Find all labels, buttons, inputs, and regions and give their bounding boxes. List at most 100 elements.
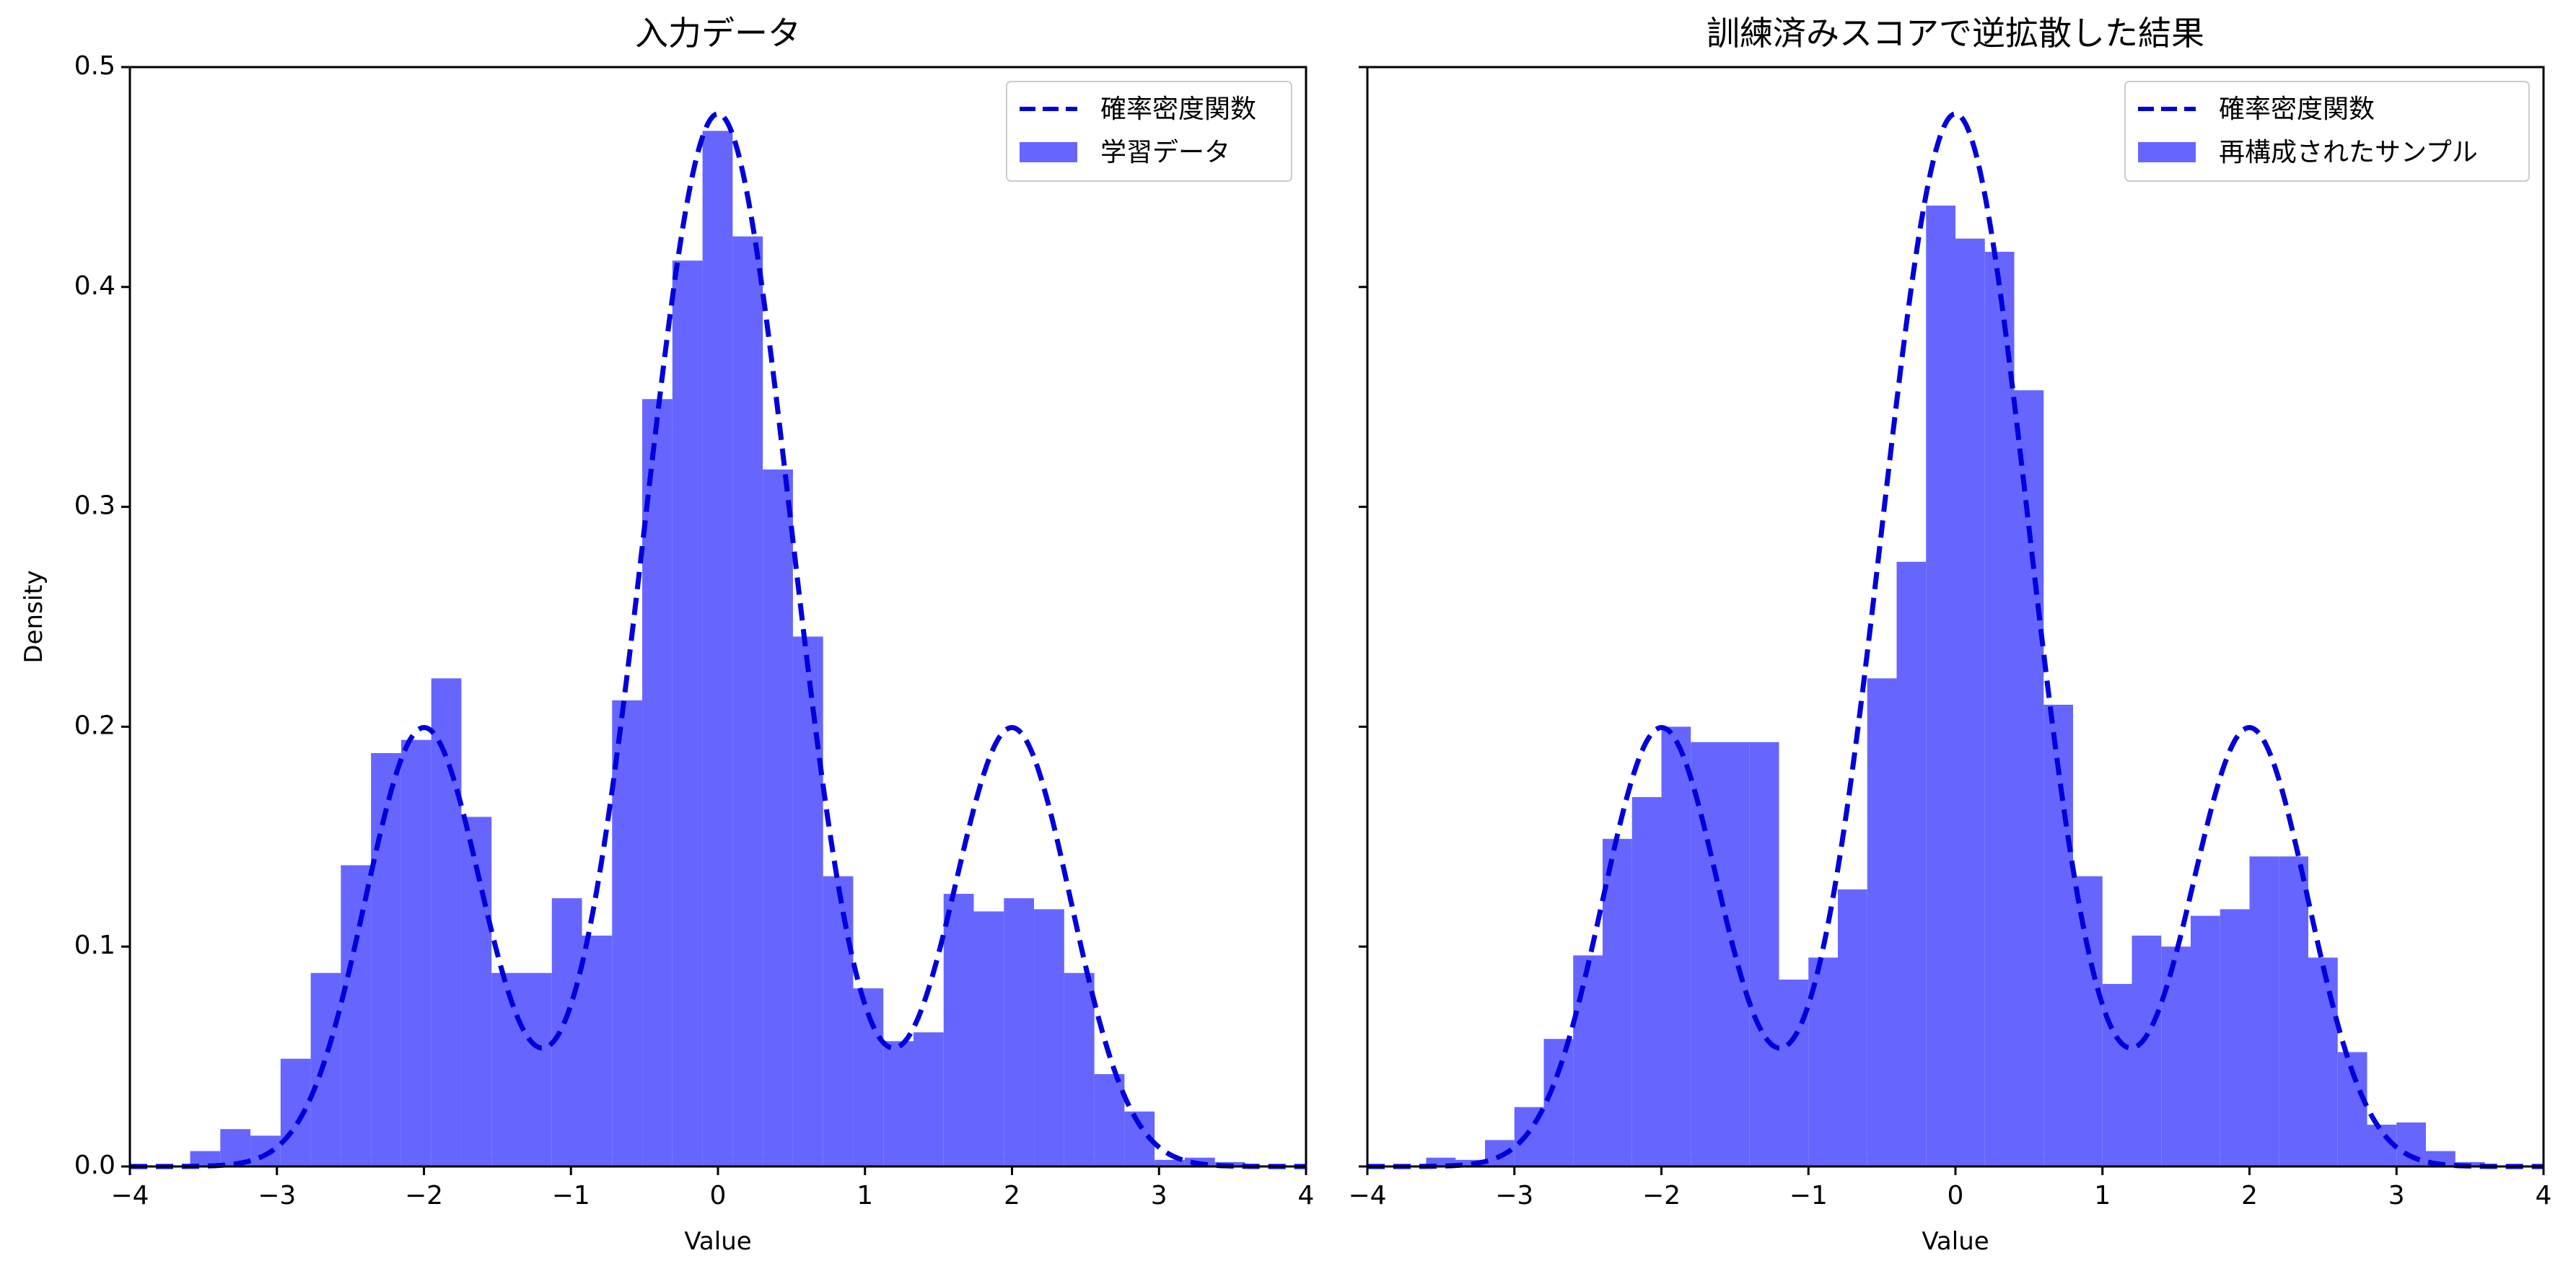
histogram-bar [2161, 946, 2191, 1166]
legend-box [2124, 81, 2530, 182]
x-tick-label: −4 [110, 1181, 149, 1210]
histogram-bar [341, 865, 372, 1166]
histogram-bar [943, 894, 974, 1166]
histogram-bar [310, 972, 341, 1166]
x-tick-label: −4 [1348, 1181, 1386, 1210]
x-axis-label: Value [1922, 1227, 1989, 1256]
legend-swatch-histogram [2138, 142, 2196, 162]
histogram-bar [1064, 972, 1095, 1166]
histogram-bar [190, 1151, 221, 1166]
histogram-bar [1779, 979, 1809, 1166]
histogram-bar [400, 739, 431, 1166]
histogram-bar [1573, 955, 1603, 1166]
histogram-bar [551, 898, 582, 1166]
histogram-bar [2279, 856, 2308, 1166]
histogram-bars [190, 131, 1245, 1167]
histogram-bar [582, 935, 613, 1166]
histogram-bar [1926, 206, 1955, 1167]
y-tick-label: 0.4 [74, 271, 115, 301]
histogram-bar [702, 131, 733, 1167]
y-tick-label: 0.0 [74, 1151, 115, 1180]
pdf-line [130, 111, 1306, 1169]
legend-label-pdf: 確率密度関数 [1100, 95, 1256, 124]
histogram-bar [1155, 1159, 1185, 1166]
x-tick-label: 1 [2094, 1181, 2111, 1210]
x-tick-label: 4 [1298, 1181, 1315, 1210]
legend-label-pdf: 確率密度関数 [2219, 95, 2375, 124]
x-axis-label: Value [684, 1227, 751, 1256]
histogram-bar [1004, 898, 1035, 1166]
x-tick-label: −3 [1495, 1181, 1533, 1210]
histogram-bar [2191, 915, 2220, 1166]
histogram-bar [1631, 796, 1662, 1166]
legend-swatch-histogram [1020, 142, 1077, 162]
histogram-bar [763, 469, 793, 1166]
histogram-bar [913, 1032, 944, 1166]
legend-label-histogram: 再構成されたサンプル [2219, 138, 2478, 167]
x-tick-label: −1 [552, 1181, 590, 1210]
x-axis-ticks: −4 −3 −2 −1 0 1 2 3 4 [110, 1166, 1314, 1210]
histogram-bar [431, 678, 462, 1166]
x-tick-label: 0 [1948, 1181, 1964, 1210]
histogram-bars [1426, 206, 2485, 1167]
subplot-title: 訓練済みスコアで逆拡散した結果 [1707, 14, 2204, 53]
x-tick-label: −2 [405, 1181, 443, 1210]
histogram-bar [1955, 238, 1985, 1166]
y-tick-label: 0.5 [74, 51, 115, 81]
histogram-bar [642, 399, 673, 1166]
histogram-bar [250, 1135, 281, 1166]
histogram-bar [1603, 838, 1632, 1166]
histogram-bar [2249, 856, 2279, 1166]
histogram-bar [1984, 252, 2015, 1167]
histogram-bar [732, 236, 763, 1166]
histogram-bar [1661, 726, 1691, 1166]
histogram-bar [1691, 742, 1720, 1166]
histogram-bar [2396, 1122, 2426, 1166]
x-axis-ticks: −4 −3 −2 −1 0 1 2 3 4 [1348, 1166, 2551, 1210]
x-tick-label: 3 [2388, 1181, 2405, 1210]
x-tick-label: −3 [258, 1181, 296, 1210]
histogram-bar [1838, 889, 1867, 1166]
x-tick-label: 1 [857, 1181, 873, 1210]
histogram-bar [792, 636, 823, 1166]
x-tick-label: 3 [1151, 1181, 1167, 1210]
histogram-bar [2132, 935, 2162, 1166]
y-tick-label: 0.2 [74, 711, 115, 740]
legend-box [1006, 81, 1292, 182]
histogram-bar [2102, 984, 2132, 1166]
y-axis-label: Density [19, 570, 48, 663]
legend: 確率密度関数 学習データ [1006, 81, 1292, 182]
histogram-bar [1867, 678, 1897, 1166]
y-tick-label: 0.1 [74, 931, 115, 960]
x-tick-label: 2 [2241, 1181, 2258, 1210]
x-tick-label: 0 [710, 1181, 727, 1210]
histogram-bar [521, 972, 552, 1166]
legend: 確率密度関数 再構成されたサンプル [2124, 81, 2530, 182]
histogram-bar [371, 752, 401, 1166]
x-tick-label: 2 [1004, 1181, 1020, 1210]
subplot-reconstructed-samples: −4 −3 −2 −1 0 1 2 3 4 訓練済みスコアで逆拡散した結果 Value 確率密度… [1348, 14, 2551, 1256]
histogram-bar [2308, 957, 2338, 1166]
histogram-bar [2220, 909, 2250, 1166]
histogram-bar [2073, 876, 2103, 1166]
x-tick-label: 4 [2536, 1181, 2552, 1210]
histogram-bar [883, 1041, 914, 1166]
histogram-bar [1749, 742, 1779, 1166]
histogram-bar [1034, 909, 1064, 1166]
histogram-bar [1543, 1039, 1574, 1166]
x-tick-label: −1 [1789, 1181, 1828, 1210]
histogram-bar [672, 260, 703, 1166]
subplot-input-data: −4 −3 −2 −1 0 1 2 3 4 0.0 0.1 0.2 0.3 0.4 0.5 入力データ V… [19, 14, 1314, 1256]
histogram-bar [1896, 561, 1927, 1166]
x-tick-label: −2 [1642, 1181, 1681, 1210]
y-axis-ticks: 0.0 0.1 0.2 0.3 0.4 0.5 [74, 51, 130, 1180]
histogram-bar [491, 972, 522, 1166]
histogram-bar [1455, 1159, 1485, 1166]
y-axis-ticks [1359, 66, 1367, 1168]
histogram-bar [973, 911, 1004, 1166]
histogram-bar [2043, 704, 2073, 1166]
subplot-title: 入力データ [635, 14, 801, 53]
y-tick-label: 0.3 [74, 491, 115, 521]
histogram-bar [1094, 1073, 1125, 1166]
